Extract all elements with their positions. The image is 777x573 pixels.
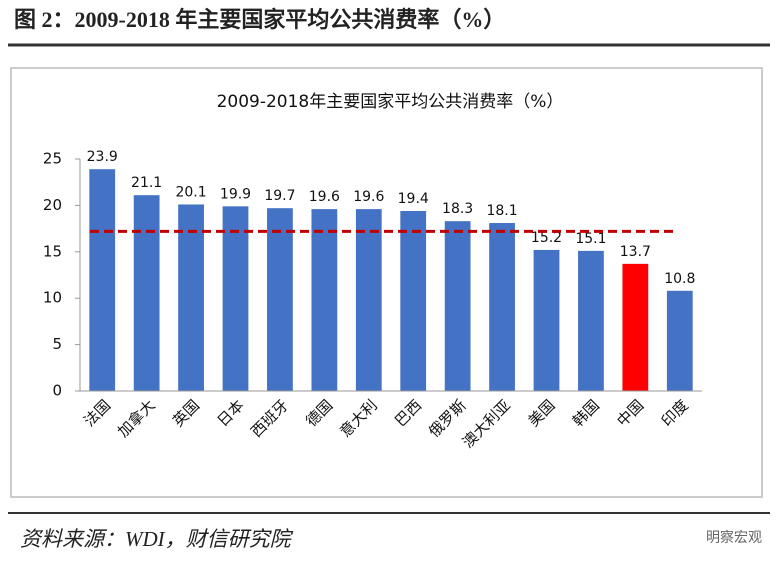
source-note: 资料来源：WDI，财信研究院 <box>20 527 294 551</box>
value-label: 18.3 <box>442 201 473 217</box>
value-label: 19.6 <box>309 189 340 205</box>
bar <box>222 206 249 391</box>
value-label: 21.1 <box>131 175 162 191</box>
value-label: 13.7 <box>620 244 651 260</box>
bar <box>666 290 693 391</box>
chart-title: 2009-2018年主要国家平均公共消费率（%） <box>217 92 564 112</box>
bar <box>311 209 338 391</box>
value-label: 10.8 <box>664 271 695 287</box>
bar <box>89 169 116 391</box>
value-label: 19.7 <box>264 188 295 204</box>
y-tick-label: 5 <box>52 335 62 353</box>
bar <box>400 210 427 391</box>
bar <box>489 223 515 391</box>
y-tick-label: 15 <box>43 242 62 260</box>
value-label: 15.2 <box>531 230 562 246</box>
y-tick-label: 25 <box>43 150 62 168</box>
value-label: 19.4 <box>398 191 429 207</box>
figure-title: 图 2：2009-2018 年主要国家平均公共消费率（%） <box>14 7 505 32</box>
bar <box>622 263 649 391</box>
y-tick-label: 0 <box>52 382 62 400</box>
bar <box>444 221 471 391</box>
bar <box>178 204 204 391</box>
bar <box>267 208 293 391</box>
y-tick-label: 10 <box>43 289 62 307</box>
watermark: 明察宏观 <box>706 529 762 546</box>
value-label: 19.9 <box>220 186 251 202</box>
bar <box>133 195 160 391</box>
value-label: 15.1 <box>575 231 606 247</box>
y-tick-label: 20 <box>43 196 62 214</box>
value-label: 23.9 <box>87 149 118 165</box>
bar <box>533 249 560 391</box>
bar <box>355 209 382 391</box>
value-label: 20.1 <box>175 184 206 200</box>
bar <box>578 250 604 391</box>
value-label: 18.1 <box>486 203 517 219</box>
value-label: 19.6 <box>353 189 384 205</box>
